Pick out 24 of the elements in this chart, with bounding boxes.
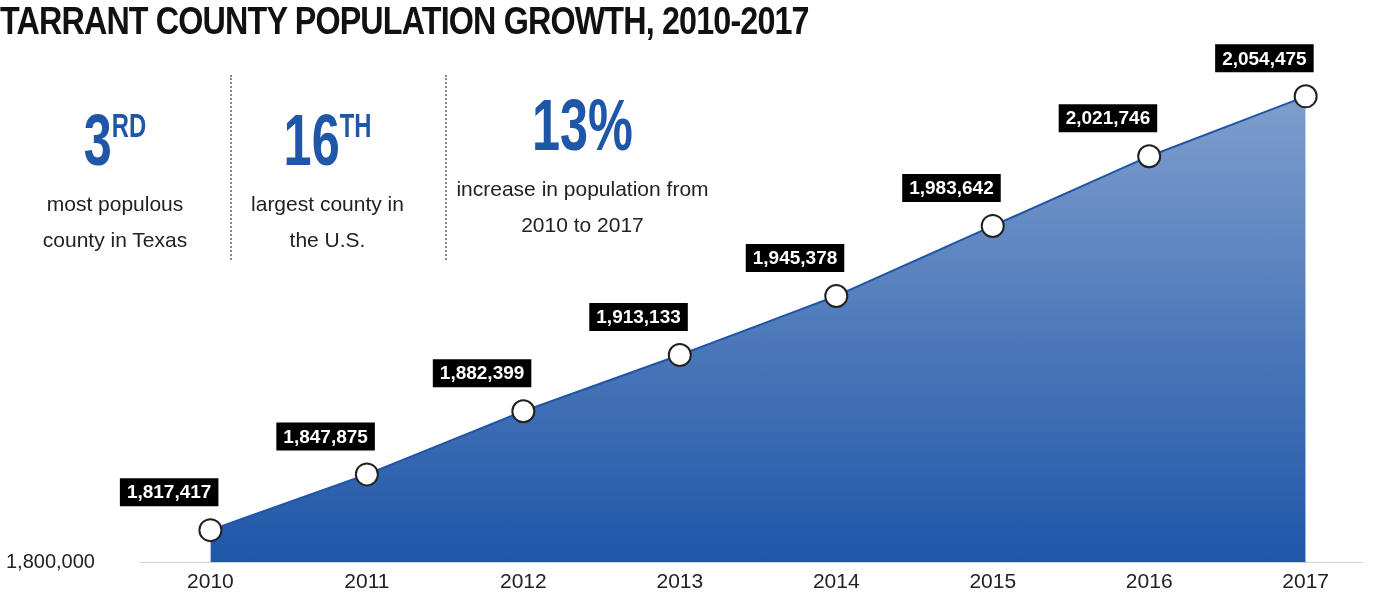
annotation: largest county in the U.S.: [250, 191, 405, 253]
data-label: 1,983,642: [909, 177, 994, 199]
annotation: increase in population from 2010 to 2017: [455, 176, 710, 238]
annotation: 16$^{TH}$: [282, 99, 373, 180]
x-tick-label: 2013: [656, 569, 704, 593]
annotation: 3$^{RD}$: [82, 99, 148, 180]
x-tick-label: 2017: [1282, 569, 1330, 593]
data-label: 2,054,475: [1222, 47, 1308, 69]
data-label: 2,021,746: [1065, 107, 1151, 129]
data-label: 1,817,417: [126, 481, 212, 503]
x-tick-label: 2016: [1125, 569, 1173, 593]
data-label: 1,913,133: [596, 306, 681, 328]
chart-title: TARRANT COUNTY POPULATION GROWTH, 2010-2017: [0, 0, 809, 43]
data-label: 1,847,875: [283, 425, 369, 447]
x-tick-label: 2012: [499, 569, 547, 593]
x-tick-label: 2011: [344, 569, 390, 593]
data-label: 1,945,378: [752, 247, 838, 269]
text: 1,800,000: [6, 550, 95, 573]
annotation: most populous county in Texas: [41, 191, 189, 253]
x-tick-label: 2014: [812, 569, 860, 593]
x-tick-label: 2010: [187, 569, 234, 593]
annotation: 13%: [531, 85, 634, 165]
data-label: 1,882,399: [439, 362, 525, 384]
x-tick-label: 2015: [969, 569, 1017, 593]
